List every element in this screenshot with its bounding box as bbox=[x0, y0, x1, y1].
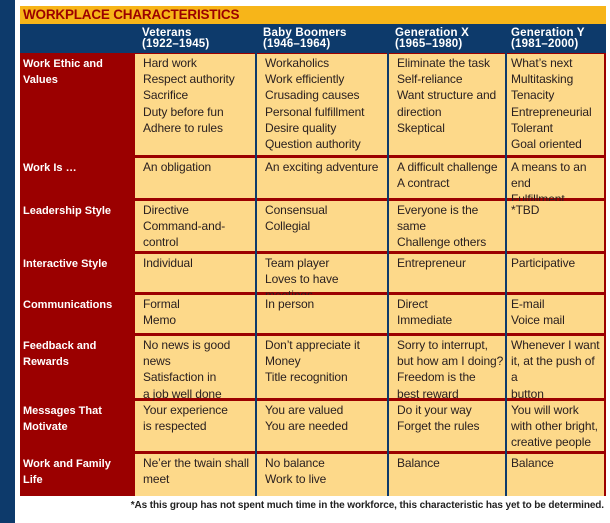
column-header-generation-y: Generation Y (1981–2000) bbox=[511, 27, 585, 50]
table-cell: Eliminate the task Self-reliance Want st… bbox=[389, 54, 505, 155]
table-row-work-is: Work Is … An obligation An exciting adve… bbox=[20, 158, 606, 206]
column-name: Generation Y bbox=[511, 27, 585, 39]
table-cell: Ne’er the twain shall meet bbox=[135, 454, 255, 496]
table-cell: Workaholics Work efficiently Crusading c… bbox=[257, 54, 387, 155]
table-row-work-family-life: Work and Family Life Ne’er the twain sha… bbox=[20, 454, 606, 496]
column-years: (1922–1945) bbox=[142, 38, 210, 50]
table-cell: Team player Loves to have meetings bbox=[257, 254, 387, 302]
table-cell: Participative bbox=[507, 254, 604, 292]
table-row-communications: Communications Formal Memo In person Dir… bbox=[20, 295, 606, 333]
table-title: WORKPLACE CHARACTERISTICS bbox=[20, 6, 606, 24]
table-cell: You are valued You are needed bbox=[257, 401, 387, 451]
row-label: Work Is … bbox=[23, 162, 77, 174]
row-label: Work and Family Life bbox=[23, 458, 111, 486]
table-cell: Sorry to interrupt, but how am I doing? … bbox=[389, 336, 505, 401]
row-label: Communications bbox=[23, 299, 113, 311]
table-row-messages-motivate: Messages That Motivate Your experience i… bbox=[20, 401, 606, 451]
column-name: Generation X bbox=[395, 27, 469, 39]
table-cell: A means to an end Fulfillment bbox=[507, 158, 604, 206]
row-label: Messages That Motivate bbox=[23, 405, 102, 433]
left-navy-strip bbox=[0, 0, 15, 523]
column-divider bbox=[387, 53, 389, 496]
table-cell: In person bbox=[257, 295, 387, 333]
table-cell: An obligation bbox=[135, 158, 255, 198]
column-years: (1965–1980) bbox=[395, 38, 463, 50]
column-years: (1946–1964) bbox=[263, 38, 331, 50]
column-divider bbox=[255, 53, 257, 496]
row-label: Leadership Style bbox=[23, 205, 112, 217]
column-header-generation-x: Generation X (1965–1980) bbox=[395, 27, 469, 50]
table-row-leadership-style: Leadership Style Directive Command-and-c… bbox=[20, 201, 606, 266]
table-cell: Your experience is respected bbox=[135, 401, 255, 451]
table-cell: Individual bbox=[135, 254, 255, 292]
column-name: Veterans bbox=[142, 27, 192, 39]
characteristics-table: Work Ethic and Values Hard work Respect … bbox=[20, 53, 606, 496]
column-header-veterans: Veterans (1922–1945) bbox=[142, 27, 210, 50]
row-label: Work Ethic and Values bbox=[23, 58, 103, 86]
table-cell: Hard work Respect authority Sacrifice Du… bbox=[135, 54, 255, 155]
table-cell: *TBD bbox=[507, 201, 604, 251]
column-name: Baby Boomers bbox=[263, 27, 347, 39]
table-cell: Formal Memo bbox=[135, 295, 255, 333]
table-cell: Consensual Collegial bbox=[257, 201, 387, 251]
table-cell: Directive Command-and-control bbox=[135, 201, 255, 251]
column-divider bbox=[505, 53, 507, 496]
table-cell: No balance Work to live bbox=[257, 454, 387, 496]
table-cell: E-mail Voice mail bbox=[507, 295, 604, 333]
table-cell: Balance bbox=[389, 454, 505, 496]
table-cell: Balance bbox=[507, 454, 604, 496]
table-cell: Don’t appreciate it Money Title recognit… bbox=[257, 336, 387, 398]
table-row-work-ethic: Work Ethic and Values Hard work Respect … bbox=[20, 54, 606, 155]
row-label: Interactive Style bbox=[23, 258, 108, 270]
column-header-row: Veterans (1922–1945) Baby Boomers (1946–… bbox=[20, 24, 606, 53]
footnote: *As this group has not spent much time i… bbox=[130, 500, 604, 511]
column-years: (1981–2000) bbox=[511, 38, 579, 50]
row-label: Feedback and Rewards bbox=[23, 340, 97, 368]
table-cell: What’s next Multitasking Tenacity Entrep… bbox=[507, 54, 604, 155]
column-header-baby-boomers: Baby Boomers (1946–1964) bbox=[263, 27, 347, 50]
table-cell: Everyone is the same Challenge others As… bbox=[389, 201, 505, 266]
table-row-interactive-style: Interactive Style Individual Team player… bbox=[20, 254, 606, 302]
table-cell: An exciting adventure bbox=[257, 158, 387, 198]
table-row-feedback-rewards: Feedback and Rewards No news is good new… bbox=[20, 336, 606, 417]
table-cell: Do it your way Forget the rules bbox=[389, 401, 505, 451]
table-cell: Whenever I want it, at the push of a but… bbox=[507, 336, 604, 417]
table-cell: You will work with other bright, creativ… bbox=[507, 401, 604, 451]
table-cell: Direct Immediate bbox=[389, 295, 505, 333]
table-cell: A difficult challenge A contract bbox=[389, 158, 505, 198]
table-cell: No news is good news Satisfaction in a j… bbox=[135, 336, 255, 401]
table-cell: Entrepreneur bbox=[389, 254, 505, 292]
